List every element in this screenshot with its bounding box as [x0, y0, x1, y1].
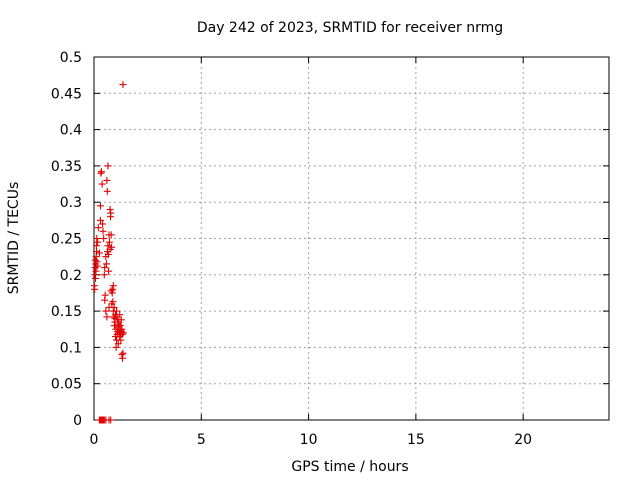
data-point	[112, 343, 120, 351]
data-point	[91, 285, 99, 293]
data-point	[96, 202, 104, 210]
data-point	[104, 242, 112, 250]
data-point	[114, 340, 122, 348]
y-tick-label: 0.1	[60, 340, 82, 356]
data-point	[109, 282, 117, 290]
y-tick-label: 0	[73, 413, 82, 429]
data-point	[119, 81, 127, 89]
data-point	[116, 322, 124, 330]
y-tick-label: 0.4	[60, 123, 82, 139]
data-point	[117, 336, 125, 344]
data-point	[107, 231, 115, 239]
data-point	[100, 235, 108, 242]
data-point	[105, 238, 113, 246]
data-point	[91, 271, 99, 279]
y-tick-label: 0.5	[60, 50, 82, 66]
data-point	[119, 329, 127, 337]
data-point	[106, 205, 114, 213]
x-axis-label: GPS time / hours	[291, 459, 408, 475]
data-point	[102, 307, 110, 315]
y-tick-label: 0.25	[51, 232, 82, 248]
y-tick-label: 0.2	[60, 268, 82, 284]
data-point	[107, 209, 115, 217]
data-point	[94, 224, 102, 232]
data-point	[93, 262, 101, 270]
plot-frame	[93, 56, 610, 421]
data-point	[110, 303, 118, 311]
x-tick-label: 5	[197, 432, 206, 448]
data-point	[93, 235, 101, 242]
x-tick-label: 0	[90, 432, 99, 448]
x-tick-label: 15	[407, 432, 425, 448]
data-point	[116, 311, 124, 319]
data-point	[119, 349, 127, 357]
grid-lines	[94, 57, 609, 420]
data-point	[117, 316, 125, 324]
data-point	[101, 291, 109, 299]
y-tick-label: 0.3	[60, 195, 82, 211]
data-point	[92, 274, 100, 282]
data-points	[90, 81, 127, 424]
y-tick-label: 0.05	[51, 377, 82, 393]
data-point	[95, 249, 103, 257]
data-point	[103, 176, 111, 184]
x-tick-label: 20	[514, 432, 532, 448]
axis-ticks: 0 0.05 0.1 0.15 0.2 0.25 0.3 0.35 0.4 0.45 0.5 0 5 10…	[51, 50, 609, 448]
data-point	[99, 227, 107, 235]
x-tick-label: 10	[300, 432, 318, 448]
data-point	[109, 285, 117, 293]
chart-title: Day 242 of 2023, SRMTID for receiver nrm…	[197, 20, 503, 36]
data-point	[118, 351, 126, 359]
data-point	[97, 169, 105, 177]
data-point	[99, 220, 107, 228]
data-point	[108, 243, 116, 251]
data-point	[102, 260, 110, 268]
data-point	[107, 416, 115, 424]
data-point	[98, 168, 106, 176]
data-point	[98, 180, 106, 188]
data-point	[103, 187, 111, 195]
data-point	[118, 330, 126, 338]
y-tick-label: 0.15	[51, 304, 82, 320]
data-point	[96, 216, 104, 224]
y-tick-label: 0.45	[51, 86, 82, 102]
data-point	[105, 267, 113, 275]
y-tick-label: 0.35	[51, 159, 82, 175]
data-point	[100, 271, 108, 279]
y-axis-label: SRMTID / TECUs	[6, 182, 22, 295]
data-point	[104, 250, 112, 258]
data-point	[109, 298, 117, 306]
data-point	[104, 162, 112, 170]
data-point	[92, 267, 100, 275]
data-point	[101, 264, 109, 272]
data-point	[115, 320, 123, 328]
data-point	[94, 238, 102, 246]
data-point	[103, 313, 111, 321]
